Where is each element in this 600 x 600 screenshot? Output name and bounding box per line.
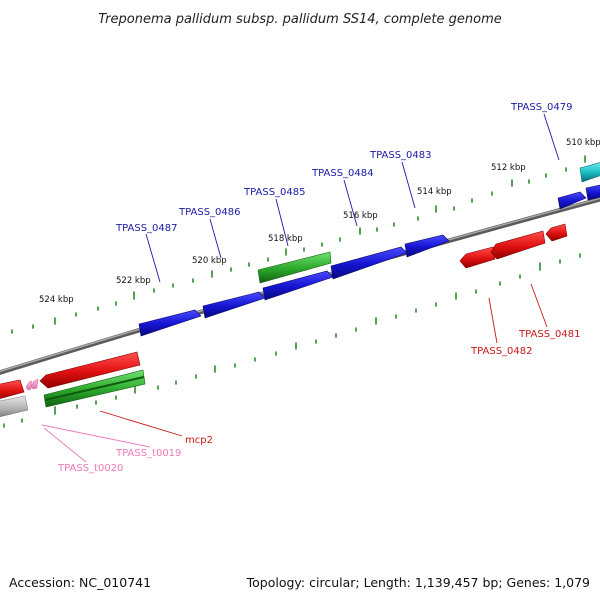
leader-tpass-0484: [343, 179, 358, 227]
label-tpass-0487[interactable]: TPASS_0487: [115, 223, 177, 234]
leader-mcp2: [99, 410, 183, 437]
inner-tick-ring: [3, 253, 581, 428]
gene-rrna-lower-divider: [44, 376, 145, 401]
topology-summary: Topology: circular; Length: 1,139,457 bp…: [246, 575, 590, 590]
kbp-label-522: 522 kbp: [116, 276, 151, 286]
gene-left-red[interactable]: [0, 379, 25, 400]
label-tpass-0486[interactable]: TPASS_0486: [178, 207, 240, 218]
label-tpass-0479[interactable]: TPASS_0479: [510, 102, 572, 113]
gene-tpass-0487[interactable]: [138, 309, 202, 337]
label-mcp2[interactable]: mcp2: [185, 435, 213, 446]
leader-tpass-t0020: [43, 427, 87, 463]
reverse-genes: [0, 223, 568, 400]
leader-tpass-0482: [488, 297, 498, 344]
label-tpass-0483[interactable]: TPASS_0483: [369, 150, 431, 161]
gene-tpass-t0020[interactable]: [25, 380, 33, 391]
kbp-label-518: 518 kbp: [268, 234, 303, 244]
leader-tpass-0487: [145, 233, 161, 283]
gene-tpass-0481[interactable]: [490, 230, 546, 260]
label-tpass-0481[interactable]: TPASS_0481: [518, 329, 580, 340]
gene-tpass-0480-rev[interactable]: [545, 223, 568, 242]
genome-title: Treponema pallidum subsp. pallidum SS14,…: [98, 12, 502, 27]
kbp-label-514: 514 kbp: [417, 187, 452, 197]
leader-tpass-0485: [275, 198, 289, 247]
kbp-label-516: 516 kbp: [343, 211, 378, 221]
leader-tpass-0486: [209, 218, 222, 259]
kbp-label-520: 520 kbp: [192, 256, 227, 266]
leader-tpass-t0019: [41, 424, 151, 448]
kbp-label-512: 512 kbp: [491, 163, 526, 173]
forward-genes: [138, 184, 600, 337]
accession-text: Accession: NC_010741: [9, 575, 152, 590]
gene-tpass-0479[interactable]: [585, 184, 600, 201]
gene-tpass-0486[interactable]: [202, 291, 266, 319]
outer-tick-ring: [11, 155, 586, 334]
gene-tpass-t0019[interactable]: [30, 378, 39, 390]
label-tpass-t0020[interactable]: TPASS_t0020: [57, 463, 123, 474]
kbp-label-524: 524 kbp: [39, 295, 74, 305]
gene-tpass-0480[interactable]: [557, 191, 587, 210]
gene-tpass-0484[interactable]: [330, 246, 408, 280]
leader-tpass-0481: [530, 283, 548, 328]
gene-tpass-0482[interactable]: [459, 246, 496, 269]
label-tpass-0484[interactable]: TPASS_0484: [311, 168, 373, 179]
gene-tpass-0483[interactable]: [404, 234, 450, 258]
label-leaders: [41, 113, 560, 463]
label-tpass-0485[interactable]: TPASS_0485: [243, 187, 305, 198]
kbp-label-510: 510 kbp: [566, 138, 600, 148]
leader-tpass-0479: [543, 113, 560, 161]
gene-highlight[interactable]: [579, 162, 600, 183]
gene-mcp2[interactable]: [39, 351, 141, 389]
gene-left-grey[interactable]: [0, 395, 29, 418]
label-tpass-t0019[interactable]: TPASS_t0019: [115, 448, 181, 459]
gene-tpass-0485-rrna[interactable]: [257, 251, 332, 284]
label-tpass-0482[interactable]: TPASS_0482: [470, 346, 532, 357]
leader-tpass-0483: [401, 161, 416, 209]
